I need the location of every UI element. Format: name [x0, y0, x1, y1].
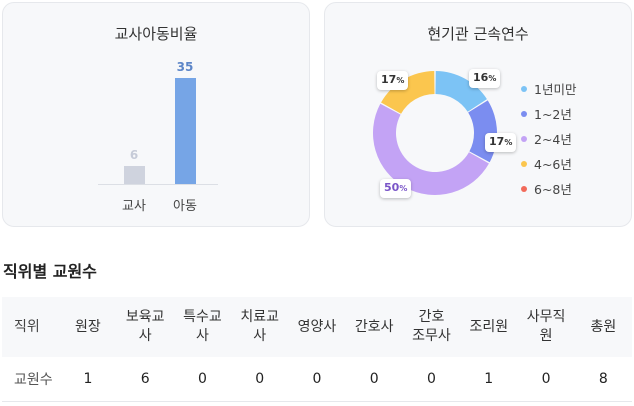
tenure-card: 현기관 근속연수 16% 17% 50% 17% 1년미만 1~2년 2~4년 4~6년 6~… [324, 2, 632, 227]
legend-color-dot [521, 185, 527, 192]
bar-value-label: 6 [129, 147, 139, 162]
column-header: 사무직 원 [517, 297, 575, 357]
tenure-legend: 1년미만 1~2년 2~4년 4~6년 6~8년 [521, 76, 576, 201]
legend-color-dot [521, 135, 527, 142]
legend-label: 4~6년 [534, 157, 572, 172]
table-cell: 0 [173, 357, 232, 402]
tenure-card-title: 현기관 근속연수 [427, 25, 529, 43]
bar-category-label: 아동 [173, 199, 197, 214]
table-cell: 0 [231, 357, 289, 402]
chart-baseline [98, 184, 218, 185]
ratio-bar-chart: 6 35 [98, 60, 218, 185]
row-header-cell: 교원수 [2, 357, 60, 402]
legend-item: 6~8년 [521, 176, 576, 201]
legend-item: 1년미만 [521, 76, 576, 101]
donut-slice-2~4년 [373, 103, 489, 196]
table-cell: 0 [345, 357, 403, 402]
slice-percent-label: 16% [469, 69, 501, 88]
table-cell: 8 [574, 357, 632, 402]
column-header: 조리원 [460, 297, 518, 357]
legend-item: 1~2년 [521, 101, 576, 126]
column-header: 원장 [59, 297, 117, 357]
column-header: 간호사 [345, 297, 403, 357]
legend-color-dot [521, 85, 527, 92]
bar-category-label: 교사 [122, 199, 146, 214]
legend-item: 2~4년 [521, 126, 576, 151]
slice-percent-label: 50% [380, 179, 412, 198]
teacher-child-ratio-card: 교사아동비율 6 35 교사 아동 [2, 2, 310, 227]
table-header-row: 직위 원장 보육교 사 특수교 사 치료교 사 영양사 간호사 간호 조무사 조리원 사무직 원 총원 [2, 297, 632, 357]
column-header: 총원 [574, 297, 632, 357]
legend-label: 2~4년 [534, 132, 572, 147]
column-header: 영양사 [288, 297, 346, 357]
bar-교사 [123, 165, 145, 184]
staff-section-title: 직위별 교원수 [3, 262, 97, 281]
legend-label: 6~8년 [534, 182, 572, 197]
table-cell: 0 [517, 357, 575, 402]
column-header: 직위 [2, 297, 60, 357]
bar-value-label: 35 [176, 60, 194, 74]
legend-color-dot [521, 160, 527, 167]
legend-label: 1~2년 [534, 107, 572, 122]
donut-slice-1~2년 [468, 100, 497, 163]
legend-item: 4~6년 [521, 151, 576, 176]
bar-아동 [174, 78, 196, 184]
slice-percent-label: 17% [377, 71, 409, 90]
column-header: 보육교 사 [116, 297, 174, 357]
column-header: 간호 조무사 [402, 297, 461, 357]
table-cell: 0 [402, 357, 461, 402]
donut-slice-1년미만 [435, 71, 487, 112]
table-cell: 1 [59, 357, 117, 402]
slice-percent-label: 17% [485, 133, 517, 152]
table-cell: 6 [116, 357, 174, 402]
table-cell: 1 [460, 357, 518, 402]
legend-color-dot [521, 110, 527, 117]
table-cell: 0 [288, 357, 346, 402]
table-row: 교원수 1 6 0 0 0 0 0 1 0 8 [2, 357, 632, 402]
column-header: 특수교 사 [173, 297, 232, 357]
column-header: 치료교 사 [231, 297, 289, 357]
legend-label: 1년미만 [534, 82, 577, 97]
donut-slice-4~6년 [381, 71, 435, 114]
ratio-card-title: 교사아동비율 [114, 25, 198, 43]
staff-table: 직위 원장 보육교 사 특수교 사 치료교 사 영양사 간호사 간호 조무사 조리원 사무직 원 총원 교원수… [2, 297, 632, 402]
